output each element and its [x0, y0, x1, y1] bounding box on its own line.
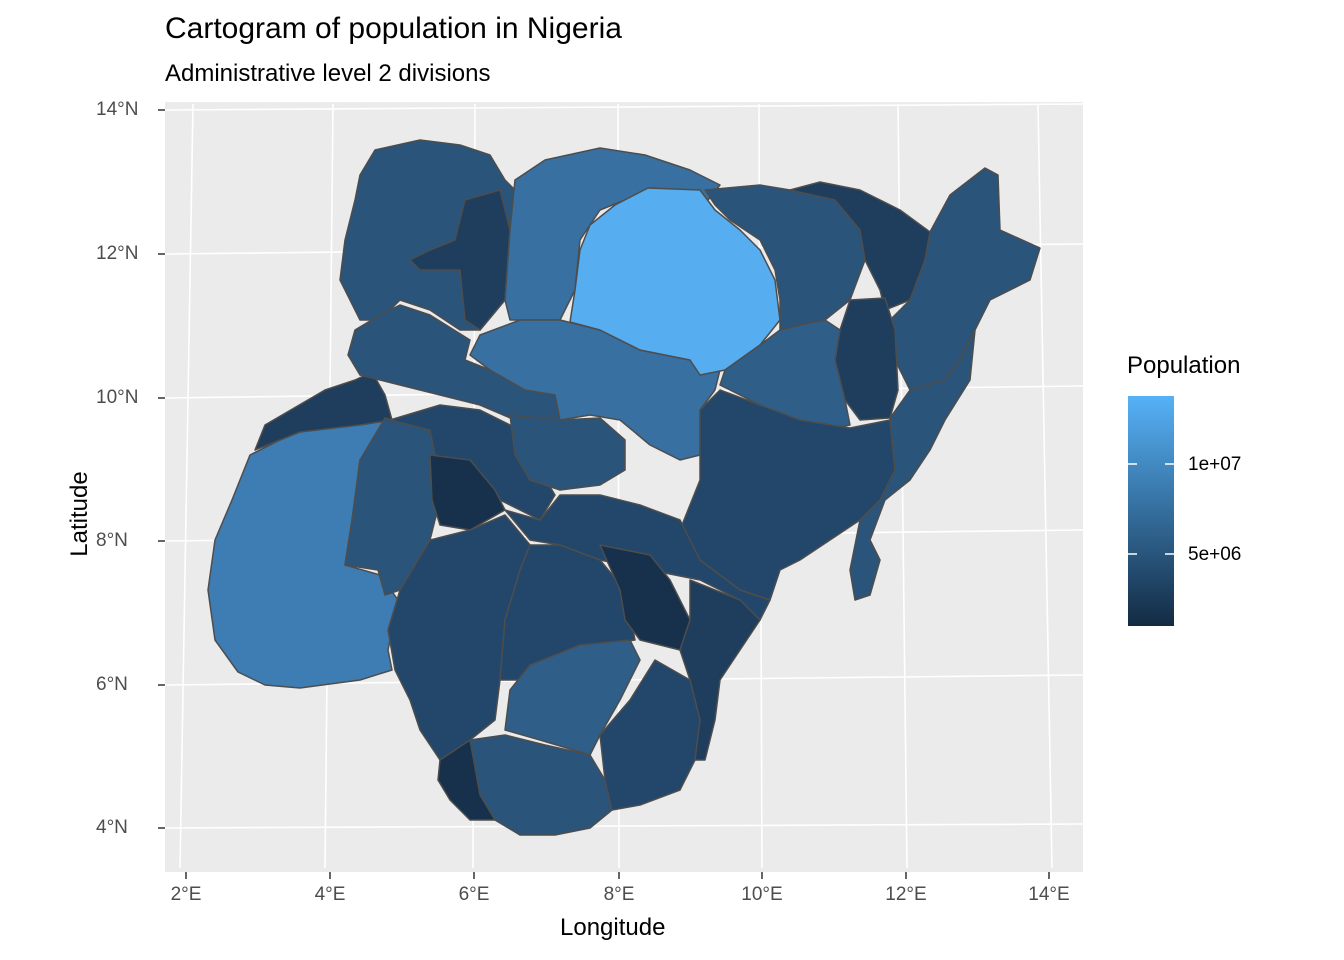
y-tick-label: 14°N	[96, 99, 139, 120]
region-west-strip	[254, 371, 393, 451]
x-tick-label: 10°E	[741, 884, 783, 905]
graticule-line	[179, 103, 194, 869]
y-tick-label: 4°N	[96, 817, 128, 838]
graticule-line	[164, 823, 1084, 829]
axis-ticks	[158, 109, 1050, 879]
x-tick-label: 2°E	[170, 884, 202, 905]
x-tick-label: 8°E	[603, 884, 635, 905]
regions	[207, 139, 1041, 836]
legend-title: Population	[1127, 352, 1241, 379]
chart-title: Cartogram of population in Nigeria	[165, 12, 622, 45]
legend-colorbar	[1128, 396, 1174, 626]
region-plateau	[509, 414, 626, 491]
y-tick-label: 12°N	[96, 243, 139, 264]
x-tick-label: 12°E	[885, 884, 927, 905]
y-tick-label: 10°N	[96, 387, 139, 408]
region-adamawa	[849, 329, 976, 601]
x-tick-label: 6°E	[458, 884, 490, 905]
region-middle-dark	[429, 454, 506, 531]
region-bayelsa	[437, 739, 496, 821]
legend-label: 1e+07	[1188, 454, 1242, 475]
region-south-1	[387, 514, 531, 761]
graticule-line	[164, 103, 1084, 111]
graticule-line	[1037, 103, 1053, 869]
y-tick-label: 8°N	[96, 530, 128, 551]
y-axis-title: Latitude	[66, 471, 93, 557]
legend-label: 5e+06	[1188, 544, 1242, 565]
y-tick-label: 6°N	[96, 674, 128, 695]
x-tick-label: 14°E	[1028, 884, 1070, 905]
region-rivers	[599, 659, 701, 811]
x-tick-label: 4°E	[314, 884, 346, 905]
chart-subtitle: Administrative level 2 divisions	[165, 60, 491, 87]
region-cross-river	[679, 579, 761, 761]
x-axis-title: Longitude	[560, 914, 666, 941]
region-northwest-inner	[409, 189, 511, 331]
